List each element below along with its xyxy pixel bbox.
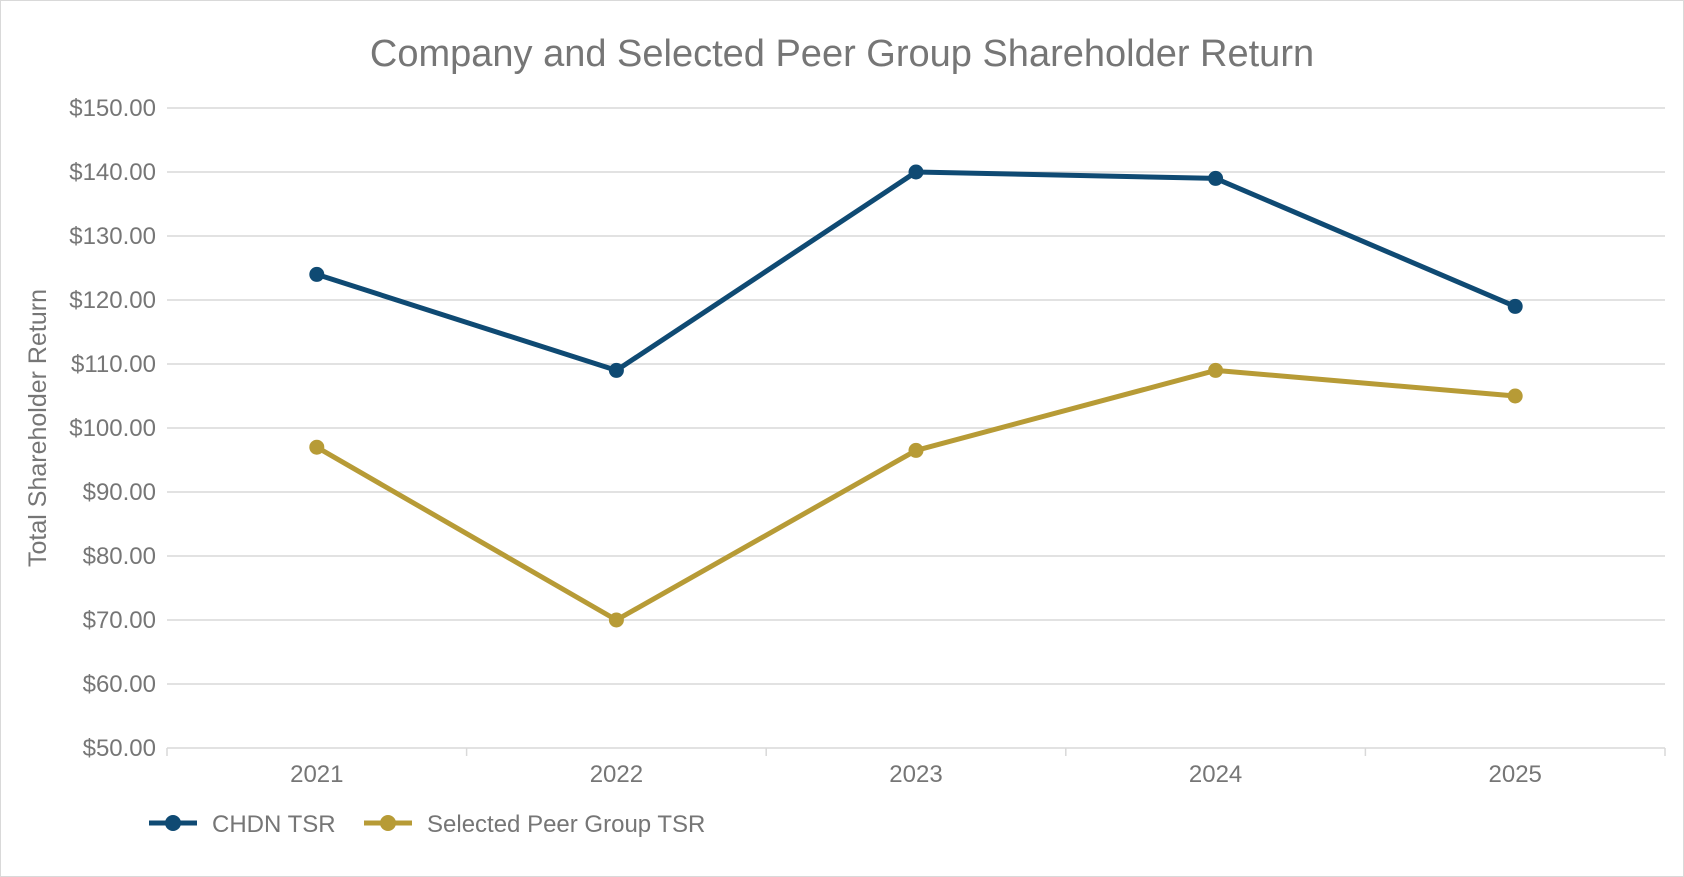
x-tick-label: 2024 (1189, 761, 1242, 788)
data-point (309, 266, 325, 282)
legend-marker-chdn (165, 815, 181, 831)
y-tick-label: $60.00 (83, 671, 156, 698)
y-tick-label: $140.00 (69, 159, 156, 186)
y-axis-ticks: $50.00 $60.00 $70.00 $80.00 $90.00 $100.00 $11… (69, 95, 156, 762)
series-line-1 (314, 367, 1518, 623)
x-tick-label: 2022 (590, 761, 643, 788)
y-tick-label: $100.00 (69, 415, 156, 442)
legend-label-chdn-tsr: CHDN TSR (212, 811, 336, 838)
y-tick-label: $50.00 (83, 735, 156, 762)
legend-item-selected-peer-group-tsr: Selected Peer Group TSR (364, 811, 705, 838)
y-tick-label: $90.00 (83, 479, 156, 506)
y-tick-label: $70.00 (83, 607, 156, 634)
data-point (1208, 170, 1224, 186)
legend: CHDN TSR Selected Peer Group TSR (149, 811, 705, 838)
chart-title: Company and Selected Peer Group Sharehol… (370, 33, 1314, 75)
y-axis-title: Total Shareholder Return (24, 289, 52, 567)
data-point (1507, 388, 1523, 404)
data-point (608, 362, 624, 378)
data-point (908, 164, 924, 180)
y-tick-label: $80.00 (83, 543, 156, 570)
series-line-0 (314, 169, 1518, 373)
x-axis: 2021 2022 2023 2024 2025 (166, 747, 1666, 788)
y-tick-label: $130.00 (69, 223, 156, 250)
series-points (309, 164, 1523, 628)
data-point (309, 439, 325, 455)
data-point (608, 612, 624, 628)
legend-item-chdn-tsr: CHDN TSR (149, 811, 336, 838)
data-point (908, 442, 924, 458)
gridlines (167, 107, 1665, 685)
y-tick-label: $120.00 (69, 287, 156, 314)
series-lines (314, 169, 1518, 623)
x-tick-label: 2023 (889, 761, 942, 788)
data-point (1208, 362, 1224, 378)
legend-label-selected-peer-group-tsr: Selected Peer Group TSR (427, 811, 705, 838)
x-tick-label: 2021 (290, 761, 343, 788)
data-point (1507, 298, 1523, 314)
x-tick-label: 2025 (1489, 761, 1542, 788)
y-tick-label: $150.00 (69, 95, 156, 122)
y-tick-label: $110.00 (71, 351, 156, 378)
legend-marker-peer (380, 815, 396, 831)
